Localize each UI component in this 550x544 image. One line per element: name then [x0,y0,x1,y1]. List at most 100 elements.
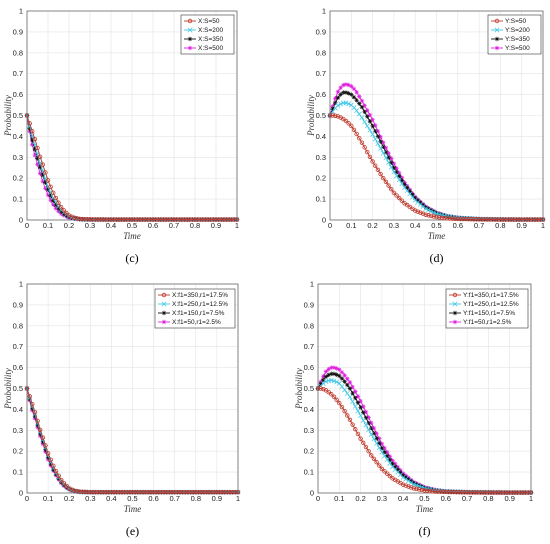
y-axis-title: Probability [306,95,316,137]
data-point [326,372,331,378]
data-point [79,216,85,222]
data-point [341,82,346,88]
data-point [415,198,421,203]
data-point [516,217,522,222]
x-tick-label: 0.6 [441,494,451,503]
x-tick-label: 0.5 [127,221,137,230]
data-point [330,113,335,118]
data-point [211,217,216,222]
data-point [401,473,406,478]
data-point [482,217,487,222]
data-point [161,489,167,495]
data-point [349,123,354,129]
x-tick-label: 0.4 [106,221,116,230]
y-tick-label: 0.7 [316,69,326,78]
data-point [338,85,343,91]
data-point [418,201,423,207]
x-tick-label: 0.5 [431,221,441,230]
data-point [460,216,466,222]
x-tick-label: 0.3 [85,494,95,503]
series [24,113,240,222]
x-tick-label: 0.6 [148,221,158,230]
data-point [520,490,526,495]
x-tick-label: 0.4 [410,221,420,230]
data-point [405,185,410,191]
data-point [342,379,347,384]
x-tick-label: 0.2 [355,494,365,503]
data-point [234,217,240,222]
x-axis-title: Time [123,231,141,241]
y-tick-label: 0.9 [13,300,23,309]
data-point [87,217,93,222]
data-point [403,475,409,480]
data-point [383,155,389,161]
data-point [343,82,349,87]
data-point [148,217,153,222]
data-point [511,217,516,222]
data-point [463,216,468,222]
data-point [386,183,391,188]
data-point [350,391,355,396]
data-point [436,215,442,220]
data-point [361,440,366,446]
data-point [414,486,419,492]
data-point [106,217,111,222]
data-point [383,145,389,151]
data-point [51,198,56,203]
data-point [32,136,38,142]
data-point [318,381,323,387]
data-point [338,92,343,97]
data-point [163,217,169,222]
data-point [347,394,353,400]
data-point [321,377,326,383]
data-point [169,489,175,495]
data-point [371,426,377,431]
y-tick-label: 0 [19,489,23,498]
data-point [30,406,35,411]
data-point [101,489,106,495]
data-point [444,216,450,221]
data-point [30,128,35,134]
data-point [150,217,156,222]
y-tick-label: 0.5 [13,111,23,120]
data-point [373,163,378,168]
data-point [27,128,32,134]
y-tick-label: 0.6 [304,363,314,372]
legend-label: Y:S=200 [505,27,530,34]
legend-label: Y:f1=150,r1=7.5% [463,310,515,317]
legend-swatch-marker [161,301,167,307]
data-point [375,141,381,147]
chart-panel: 0 0.1 0.2 0.3 0.4 0.5 0.6 0.7 0.8 0.9 1 0 0.1 0.2 0.3 0… [3,280,241,538]
panel-label: (c) [125,251,138,265]
x-tick-label: 0 [25,494,29,503]
legend-label: X:f1=50,r1=2.5% [172,319,221,326]
y-tick-label: 0.7 [13,69,23,78]
data-point [95,217,101,222]
data-point [391,165,397,170]
data-point [350,399,356,405]
data-point [330,106,335,112]
data-point [143,489,148,495]
data-point [535,217,540,222]
data-point [344,390,350,396]
legend-label: Y:f1=50,r1=2.5% [463,319,512,326]
data-point [129,217,135,222]
y-tick-label: 0.2 [316,174,326,183]
data-point [386,160,392,165]
data-point [85,217,90,222]
data-point [351,86,357,92]
data-point [51,463,56,469]
data-point [383,179,389,185]
data-point [177,489,183,495]
data-point [414,482,419,487]
data-point [203,217,208,222]
data-point [397,195,402,201]
data-point [114,489,119,495]
data-point [184,217,190,222]
data-point [27,126,32,131]
y-tick-label: 0 [310,489,314,498]
data-point [374,440,380,446]
data-point [371,456,377,461]
data-point [503,217,508,222]
data-point [362,109,367,115]
